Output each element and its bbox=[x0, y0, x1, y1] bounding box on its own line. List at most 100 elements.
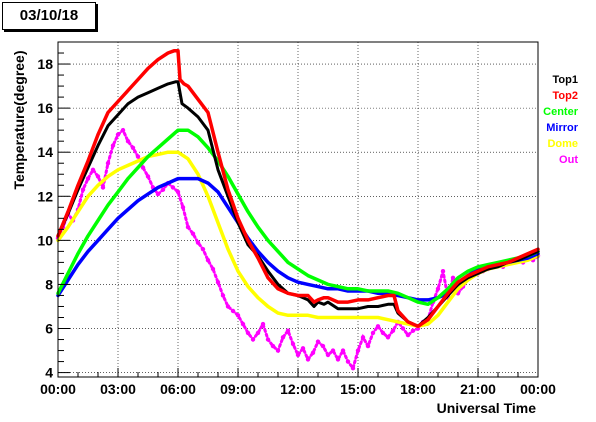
x-tick-label: 00:00 bbox=[40, 381, 76, 397]
data-point-out bbox=[85, 176, 91, 181]
data-point-out bbox=[340, 348, 346, 353]
data-point-out bbox=[115, 132, 121, 137]
data-point-out bbox=[435, 286, 441, 291]
data-point-out bbox=[125, 139, 131, 144]
data-point-out bbox=[380, 330, 386, 336]
data-point-out bbox=[280, 335, 286, 340]
data-point-out bbox=[290, 341, 296, 347]
legend: Top1 Top2 Center Mirror Dome Out bbox=[543, 74, 579, 166]
data-point-out bbox=[305, 357, 311, 362]
data-point-out bbox=[140, 165, 146, 170]
legend-entry-dome: Dome bbox=[547, 138, 578, 150]
data-point-out bbox=[155, 191, 161, 197]
chart-title: 03/10/18 bbox=[2, 2, 96, 30]
y-tick-label: 12 bbox=[37, 188, 53, 204]
y-tick-label: 18 bbox=[37, 56, 53, 72]
legend-entry-top1: Top1 bbox=[553, 74, 578, 86]
legend-entry-center: Center bbox=[543, 106, 579, 118]
data-point-out bbox=[300, 346, 306, 351]
data-point-out bbox=[400, 326, 406, 331]
data-point-out bbox=[230, 308, 236, 314]
data-point-out bbox=[450, 275, 456, 280]
x-tick-label: 18:00 bbox=[400, 381, 436, 397]
x-tick-label: 00:00 bbox=[520, 381, 556, 397]
data-point-out bbox=[210, 266, 216, 272]
data-point-out bbox=[255, 330, 261, 336]
data-point-out bbox=[225, 304, 231, 309]
data-point-out bbox=[320, 343, 326, 349]
legend-entry-out: Out bbox=[559, 154, 578, 166]
data-point-out bbox=[345, 359, 351, 364]
data-point-out bbox=[295, 352, 301, 358]
series-center bbox=[56, 128, 540, 307]
data-point-out bbox=[135, 154, 141, 159]
data-point-out bbox=[220, 293, 226, 298]
data-point-out bbox=[360, 335, 366, 340]
data-point-out bbox=[285, 328, 291, 333]
legend-entry-mirror: Mirror bbox=[546, 122, 579, 134]
data-point-out bbox=[440, 269, 446, 274]
series-line-center bbox=[56, 128, 540, 307]
data-point-out bbox=[350, 366, 356, 371]
data-point-out bbox=[240, 321, 246, 327]
y-axis-label: Temperature(degree) bbox=[11, 50, 27, 189]
data-point-out bbox=[325, 352, 331, 358]
data-point-out bbox=[355, 348, 361, 353]
data-point-out bbox=[310, 350, 316, 355]
legend-entry-top2: Top2 bbox=[553, 90, 578, 102]
series-line-top2 bbox=[56, 49, 540, 329]
data-point-out bbox=[410, 328, 416, 333]
y-tick-label: 16 bbox=[37, 100, 53, 116]
data-point-out bbox=[160, 187, 166, 192]
data-point-out bbox=[90, 167, 96, 172]
data-point-out bbox=[365, 343, 371, 349]
data-point-out bbox=[195, 240, 201, 245]
x-axis-label: Universal Time bbox=[437, 400, 537, 416]
data-point-out bbox=[130, 145, 136, 150]
data-point-out bbox=[205, 258, 211, 263]
y-tick-label: 10 bbox=[37, 232, 53, 248]
data-point-out bbox=[105, 161, 111, 166]
data-point-out bbox=[315, 339, 321, 344]
y-tick-label: 4 bbox=[45, 365, 53, 381]
data-point-out bbox=[180, 205, 186, 210]
y-tick-label: 8 bbox=[45, 276, 53, 292]
data-point-out bbox=[275, 348, 281, 353]
data-point-out bbox=[120, 128, 126, 133]
data-point-out bbox=[95, 174, 101, 179]
x-tick-label: 21:00 bbox=[460, 381, 496, 397]
data-point-out bbox=[265, 337, 271, 342]
x-tick-label: 06:00 bbox=[160, 381, 196, 397]
data-point-out bbox=[405, 332, 411, 338]
data-point-out bbox=[260, 321, 266, 327]
data-point-out bbox=[370, 330, 376, 336]
data-point-out bbox=[385, 335, 391, 340]
series-line-dome bbox=[56, 150, 540, 329]
data-point-out bbox=[270, 343, 276, 349]
y-tick-label: 6 bbox=[45, 321, 53, 337]
data-point-out bbox=[215, 280, 221, 285]
data-point-out bbox=[390, 328, 396, 333]
data-point-out bbox=[185, 224, 191, 230]
data-point-out bbox=[175, 189, 181, 195]
data-point-out bbox=[190, 231, 196, 236]
x-tick-label: 12:00 bbox=[280, 381, 316, 397]
data-point-out bbox=[245, 330, 251, 336]
data-point-out bbox=[235, 313, 241, 318]
x-tick-label: 09:00 bbox=[220, 381, 256, 397]
series-layer bbox=[55, 49, 541, 372]
series-dome bbox=[56, 150, 540, 329]
data-point-out bbox=[335, 357, 341, 362]
y-tick-label: 14 bbox=[37, 144, 53, 160]
series-top2 bbox=[56, 49, 540, 329]
data-point-out bbox=[250, 337, 256, 342]
data-point-out bbox=[170, 185, 176, 190]
axis-layer: 00:00 03:00 06:00 09:00 12:00 15:00 18:00 21:00… bbox=[37, 41, 556, 397]
data-point-out bbox=[110, 143, 116, 148]
data-point-out bbox=[80, 187, 86, 192]
x-tick-label: 15:00 bbox=[340, 381, 376, 397]
data-point-out bbox=[145, 174, 151, 179]
data-point-out bbox=[200, 247, 206, 252]
data-point-out bbox=[330, 348, 336, 353]
